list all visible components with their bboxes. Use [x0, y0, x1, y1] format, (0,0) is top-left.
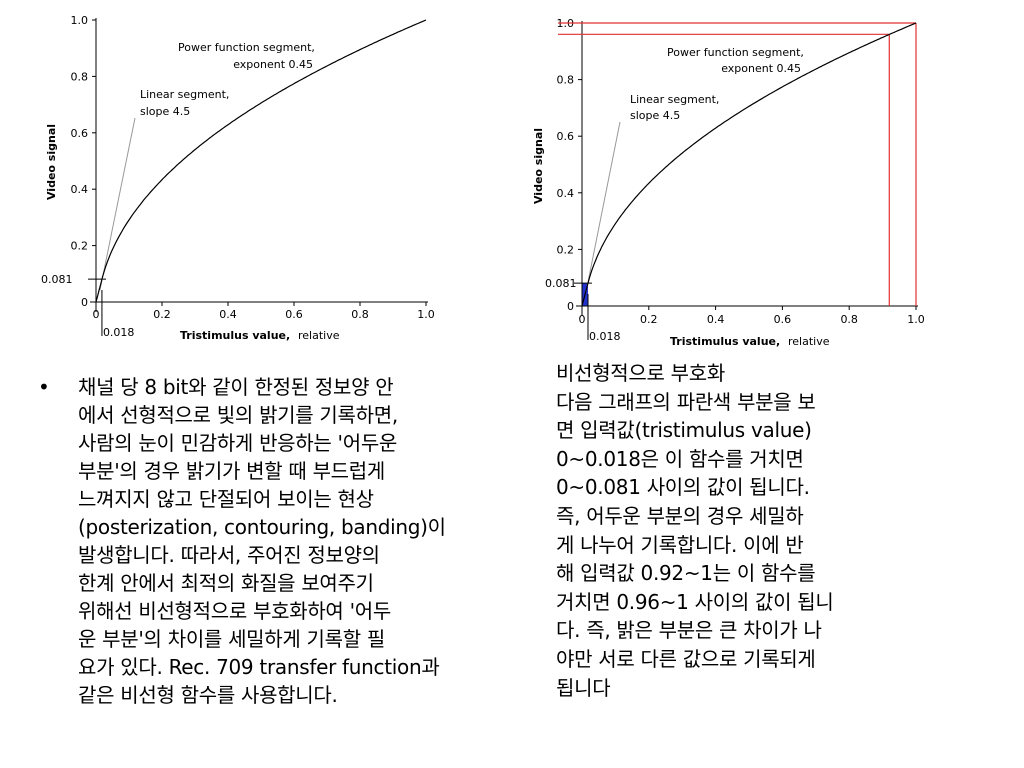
y-tick-label: 0.4 — [71, 183, 89, 196]
y-tick-label: 0.8 — [71, 70, 89, 83]
x-tick-label: 1.0 — [417, 308, 435, 321]
y-tick-label: 0 — [81, 296, 88, 309]
x-tick-label-0018: 0.018 — [103, 326, 135, 339]
x-tick-label: 0.4 — [707, 313, 725, 326]
bullet-icon: • — [38, 375, 50, 399]
transfer-curve — [95, 19, 427, 303]
x-tick-label: 1.0 — [907, 313, 925, 326]
y-tick-label: 0 — [567, 300, 574, 313]
y-tick-label: 0.2 — [71, 240, 89, 253]
right-chart: 0 0.2 0.4 0.6 0.8 1.0 0 0.2 0.4 0.6 0.8 1.0 0.081 0.0… — [490, 0, 960, 359]
x-axis-title: Tristimulus value, — [670, 335, 780, 348]
y-tick-label: 0.6 — [557, 130, 575, 143]
x-tick-label: 0 — [579, 313, 586, 326]
linear-pointer-line — [585, 121, 621, 293]
x-tick-label: 0.2 — [640, 313, 658, 326]
annotation-label: Power function segment, — [178, 41, 315, 54]
x-tick-label: 0.8 — [351, 308, 369, 321]
annotation-label: Linear segment, — [140, 88, 229, 101]
y-tick-label-0081: 0.081 — [545, 277, 577, 290]
x-tick-label: 0.4 — [219, 308, 237, 321]
x-tick-label: 0 — [93, 308, 100, 321]
x-tick-label-0018: 0.018 — [589, 330, 620, 343]
x-tick-label: 0.8 — [840, 313, 858, 326]
x-axis-title-suffix: relative — [788, 335, 830, 348]
annotation-label: exponent 0.45 — [233, 58, 313, 71]
left-description-body: 채널 당 8 bit와 같이 한정된 정보양 안 에서 선형적으로 빛의 밝기를… — [78, 375, 446, 707]
x-axis-title: Tristimulus value, — [180, 329, 290, 342]
y-tick-label: 0.4 — [557, 187, 575, 200]
y-tick-label-0081: 0.081 — [41, 273, 73, 286]
x-tick-label: 0.6 — [285, 308, 303, 321]
annotation-label: Linear segment, — [630, 93, 719, 106]
x-axis-title-suffix: relative — [298, 329, 340, 342]
x-tick-label: 0.2 — [153, 308, 171, 321]
linear-pointer-line — [99, 117, 136, 291]
y-axis-title: Video signal — [45, 124, 58, 200]
right-description: 비선형적으로 부호화 다음 그래프의 파란색 부분을 보 면 입력값(trist… — [556, 361, 834, 700]
left-chart: 0 0.2 0.4 0.6 0.8 1.0 0 0.2 0.4 0.6 0.8 1.0 0.081 0.0… — [0, 0, 470, 354]
annotation-label: exponent 0.45 — [721, 62, 801, 75]
right-chart-svg: 00.20.40.60.81.00 0.2 0.4 0.6 0.8 1.00.0810.0… — [532, 17, 925, 348]
x-tick-label: 0.6 — [774, 313, 792, 326]
transfer-curve — [581, 22, 917, 307]
annotation-label: slope 4.5 — [140, 105, 190, 118]
y-tick-label: 0.6 — [71, 127, 89, 140]
y-tick-label: 1.0 — [71, 14, 89, 27]
y-axis-title: Video signal — [532, 128, 545, 204]
y-tick-label: 0.2 — [557, 243, 575, 256]
left-chart-svg: 0 0.2 0.4 0.6 0.8 1.0 0 0.2 0.4 0.6 0.8 1.0 0.081 0.0… — [41, 14, 435, 342]
y-tick-label: 0.8 — [557, 74, 575, 87]
annotation-label: slope 4.5 — [630, 109, 680, 122]
annotation-label: Power function segment, — [667, 46, 804, 59]
